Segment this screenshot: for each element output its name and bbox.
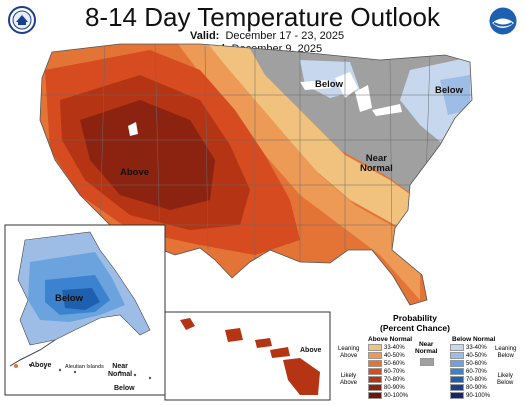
legend-below-row: 40-50% (450, 352, 490, 360)
likely-below-1: Likely (497, 373, 513, 379)
legend-above-range-label: 60-70% (384, 369, 405, 376)
leaning-below-1: Leaning (495, 346, 517, 352)
legend-above-swatch (368, 376, 382, 384)
legend-below-row: 50-60% (450, 360, 490, 368)
near-header-line2: Normal (415, 348, 438, 355)
legend-above-swatch (368, 384, 382, 392)
legend-above-range-label: 33-40% (384, 345, 405, 352)
legend-below-row: 33-40% (450, 344, 490, 352)
near-header-line1: Near (418, 341, 434, 348)
page-title: 8-14 Day Temperature Outlook (84, 2, 441, 32)
label-below-northeast: Below (435, 85, 463, 96)
legend-near-header: Near Normal (415, 341, 437, 355)
label-aleutian-islands: Aleutian Islands (65, 364, 104, 370)
legend-below-range-label: 90-100% (466, 393, 491, 400)
legend-likely-below: Likely Below (497, 373, 513, 387)
likely-below-2: Below (497, 380, 514, 386)
legend-below-header: Below Normal (452, 336, 496, 343)
legend-below-swatch (450, 376, 464, 384)
legend-below-swatch (450, 360, 464, 368)
legend-below-row: 60-70% (450, 368, 490, 376)
legend-above-row: 60-70% (368, 368, 408, 376)
legend-above-row: 80-90% (368, 384, 408, 392)
legend-below-swatch (450, 344, 464, 351)
alaska-near-line1: Near (112, 363, 128, 370)
legend-below-row: 80-90% (450, 384, 490, 392)
near-normal-line1: Near (365, 153, 387, 164)
legend-leaning-below: Leaning Below (495, 346, 516, 360)
legend-below-swatch (450, 392, 464, 400)
legend-above-range-label: 40-50% (384, 353, 405, 360)
legend-above-header: Above Normal (368, 336, 413, 343)
legend-above-row: 70-80% (368, 376, 408, 384)
legend-above-range-label: 50-60% (384, 361, 405, 368)
legend-below-range-label: 60-70% (466, 369, 487, 376)
legend-title-line1: Probability (393, 313, 437, 323)
hawaii-shape (180, 318, 320, 395)
valid-value: December 17 - 23, 2025 (225, 30, 345, 42)
valid-label: Valid: (190, 30, 220, 42)
legend-below-range-label: 40-50% (466, 353, 487, 360)
alaska-near-line2: Normal (108, 371, 133, 378)
legend-leaning-above: Leaning Above (338, 346, 359, 360)
legend-above-swatch (368, 352, 382, 360)
label-below-great-lakes: Below (315, 79, 343, 90)
alaska-shape (9, 231, 152, 380)
leaning-below-2: Below (497, 353, 514, 359)
legend-above-row: 40-50% (368, 352, 408, 360)
label-hawaii-above: Above (300, 347, 322, 354)
likely-above-2: Above (340, 380, 358, 386)
legend-above-range-label: 90-100% (384, 393, 409, 400)
legend-above-row: 33-40% (368, 344, 408, 352)
legend-below-range-label: 80-90% (466, 385, 487, 392)
legend-below-range-label: 50-60% (466, 361, 487, 368)
label-above-west: Above (120, 167, 150, 178)
legend-below-range-label: 70-80% (466, 377, 487, 384)
legend-below-range-label: 33-40% (466, 345, 487, 352)
legend-above-row: 50-60% (368, 360, 408, 368)
label-alaska-above: Above (30, 362, 52, 369)
legend-above-row: 90-100% (368, 392, 408, 400)
label-alaska-below: Below (55, 293, 83, 304)
legend-below-row: 70-80% (450, 376, 490, 384)
label-alaska-near-normal: Near Normal (108, 363, 132, 379)
legend-above-swatch (368, 392, 382, 400)
legend-below-list: 33-40% 40-50% 50-60% 60-70% 70-80% 80-90% 90-1… (450, 344, 490, 401)
legend-below-swatch (450, 352, 464, 360)
legend-above-swatch (368, 368, 382, 376)
label-near-normal: Near Normal (360, 154, 393, 174)
leaning-above-2: Above (340, 353, 358, 359)
legend-title: Probability (Percent Chance) (360, 313, 470, 333)
legend-above-swatch (368, 344, 382, 351)
near-normal-line2: Normal (360, 163, 393, 174)
leaning-above-1: Leaning (338, 346, 360, 352)
legend-title-line2: (Percent Chance) (380, 323, 450, 333)
legend-below-row: 90-100% (450, 392, 490, 400)
legend-above-range-label: 80-90% (384, 385, 405, 392)
legend-likely-above: Likely Above (340, 373, 357, 387)
legend-below-swatch (450, 384, 464, 392)
legend-below-swatch (450, 368, 464, 376)
legend-above-range-label: 70-80% (384, 377, 405, 384)
legend-above-swatch (368, 360, 382, 368)
legend-above-list: 33-40% 40-50% 50-60% 60-70% 70-80% 80-90% 90-1… (368, 344, 408, 401)
noaa-logo-icon (488, 6, 518, 36)
label-alaska-below-small: Below (114, 385, 135, 392)
likely-above-1: Likely (340, 373, 357, 379)
near-normal-swatch (420, 358, 434, 366)
doc-seal-icon (8, 6, 36, 34)
valid-dates: Valid: December 17 - 23, 2025 (190, 30, 344, 42)
